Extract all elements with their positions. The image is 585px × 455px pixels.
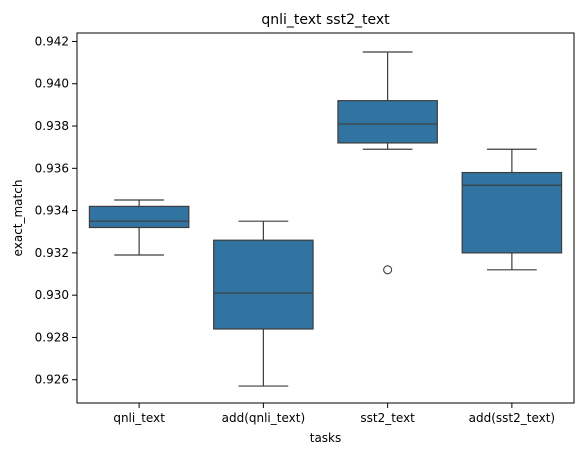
outlier-point <box>383 265 393 275</box>
x-axis: qnli_text add(qnli_text) sst2_text add(sst2… <box>113 403 555 425</box>
box-group <box>88 199 190 256</box>
y-tick-label: 0.928 <box>35 330 69 344</box>
iqr-box <box>461 171 563 254</box>
x-axis-label: tasks <box>310 431 342 445</box>
y-tick-label: 0.942 <box>35 34 69 48</box>
y-tick-label: 0.936 <box>35 161 69 175</box>
x-tick-label: qnli_text <box>113 411 165 425</box>
plot-area <box>88 51 563 387</box>
y-tick-label: 0.926 <box>35 373 69 387</box>
y-tick-label: 0.930 <box>35 288 69 302</box>
box-group <box>213 220 314 387</box>
x-tick-label: sst2_text <box>360 411 415 425</box>
y-tick-label: 0.932 <box>35 246 69 260</box>
iqr-box <box>88 205 190 229</box>
y-tick-label: 0.938 <box>35 119 69 133</box>
box-group <box>337 51 438 275</box>
iqr-box <box>337 100 438 144</box>
box-group <box>461 148 563 271</box>
y-tick-label: 0.940 <box>35 77 69 91</box>
iqr-box <box>213 239 314 330</box>
plot-frame <box>76 32 575 404</box>
x-tick-label: add(qnli_text) <box>222 411 306 425</box>
y-axis-label: exact_match <box>11 180 25 257</box>
x-tick-label: add(sst2_text) <box>469 411 555 425</box>
chart-title: qnli_text sst2_text <box>261 12 390 28</box>
y-axis: 0.926 0.928 0.930 0.932 0.934 0.936 0.938 0.940… <box>35 34 77 387</box>
y-tick-label: 0.934 <box>35 204 69 218</box>
